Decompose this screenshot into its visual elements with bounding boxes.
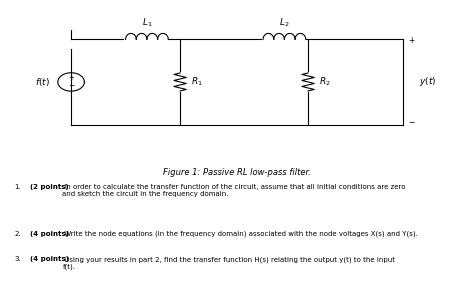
Text: $L_2$: $L_2$ <box>279 16 290 29</box>
Text: $L_1$: $L_1$ <box>142 16 152 29</box>
Text: In order to calculate the transfer function of the circuit, assume that all init: In order to calculate the transfer funct… <box>63 184 406 197</box>
Text: $R_1$: $R_1$ <box>191 76 202 88</box>
Text: (4 points): (4 points) <box>30 256 69 262</box>
Text: Using your results in part 2, find the transfer function H(s) relating the outpu: Using your results in part 2, find the t… <box>63 256 395 270</box>
Text: 3.: 3. <box>14 256 21 262</box>
Text: $R_2$: $R_2$ <box>319 76 330 88</box>
Text: $f(t)$: $f(t)$ <box>35 76 50 88</box>
Text: Write the node equations (in the frequency domain) associated with the node volt: Write the node equations (in the frequen… <box>63 231 418 238</box>
Text: Figure 1: Passive RL low-pass filter.: Figure 1: Passive RL low-pass filter. <box>163 168 311 177</box>
Text: −: − <box>409 118 415 128</box>
Text: (2 points): (2 points) <box>30 184 69 190</box>
Text: (4 points): (4 points) <box>30 231 69 237</box>
Text: $y(t)$: $y(t)$ <box>419 75 437 89</box>
Text: 2.: 2. <box>14 231 21 237</box>
Text: 1.: 1. <box>14 184 21 190</box>
Text: +: + <box>68 75 74 81</box>
Text: −: − <box>68 81 74 90</box>
Text: +: + <box>409 36 415 46</box>
